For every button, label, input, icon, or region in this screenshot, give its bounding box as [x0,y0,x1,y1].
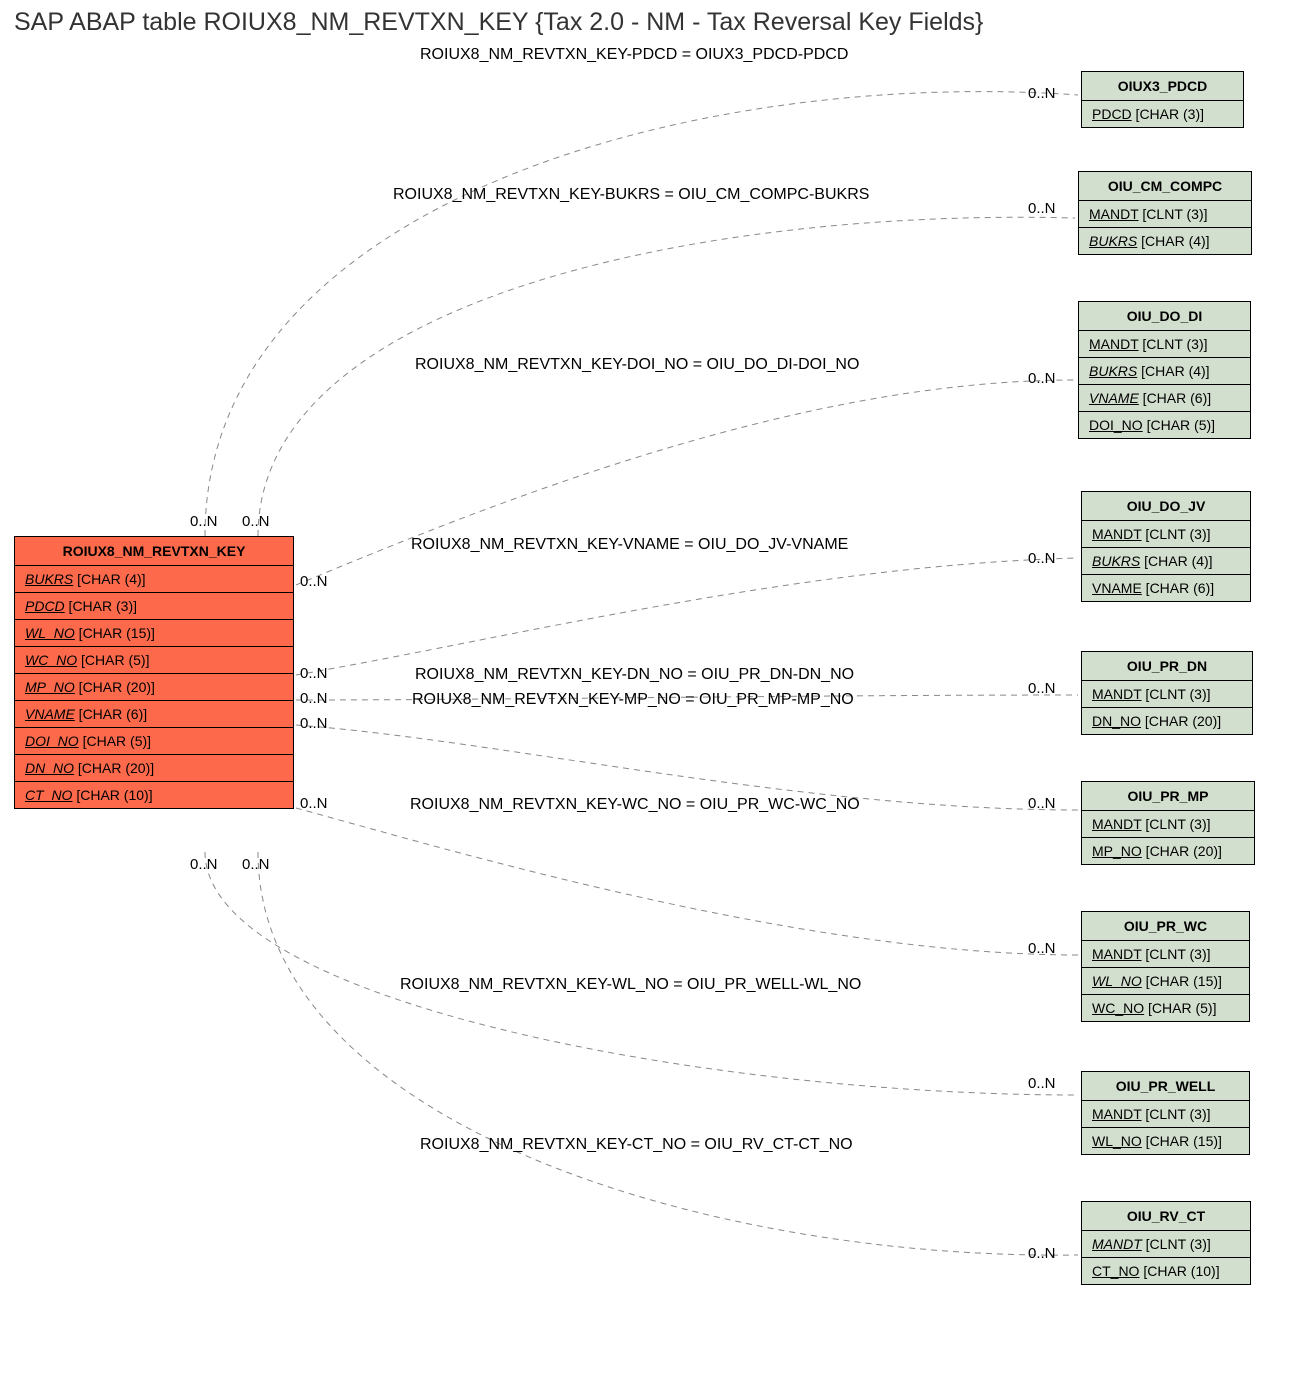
cardinality-label: 0..N [1028,795,1056,812]
entity-field: MANDT [CLNT (3)] [1082,1231,1250,1258]
entity-field: MP_NO [CHAR (20)] [15,674,293,701]
entity-oiux3_pdcd: OIUX3_PDCDPDCD [CHAR (3)] [1081,71,1244,128]
entity-field: VNAME [CHAR (6)] [1079,385,1250,412]
entity-header: OIUX3_PDCD [1082,72,1243,101]
entity-field: BUKRS [CHAR (4)] [15,566,293,593]
entity-oiu_rv_ct: OIU_RV_CTMANDT [CLNT (3)]CT_NO [CHAR (10… [1081,1201,1251,1285]
entity-field: WL_NO [CHAR (15)] [1082,968,1249,995]
cardinality-label: 0..N [300,795,328,812]
entity-field: MANDT [CLNT (3)] [1082,1101,1249,1128]
edge-label: ROIUX8_NM_REVTXN_KEY-MP_NO = OIU_PR_MP-M… [412,691,854,709]
cardinality-label: 0..N [1028,940,1056,957]
entity-field: MANDT [CLNT (3)] [1079,201,1251,228]
edge-label: ROIUX8_NM_REVTXN_KEY-BUKRS = OIU_CM_COMP… [393,186,869,204]
edge-label: ROIUX8_NM_REVTXN_KEY-DOI_NO = OIU_DO_DI-… [415,356,859,374]
cardinality-label: 0..N [1028,200,1056,217]
entity-field: BUKRS [CHAR (4)] [1079,228,1251,254]
entity-field: CT_NO [CHAR (10)] [15,782,293,808]
entity-field: PDCD [CHAR (3)] [1082,101,1243,127]
entity-field: MANDT [CLNT (3)] [1079,331,1250,358]
entity-field: CT_NO [CHAR (10)] [1082,1258,1250,1284]
entity-header: ROIUX8_NM_REVTXN_KEY [15,537,293,566]
edge-label: ROIUX8_NM_REVTXN_KEY-VNAME = OIU_DO_JV-V… [411,536,848,554]
entity-header: OIU_PR_WC [1082,912,1249,941]
entity-field: BUKRS [CHAR (4)] [1082,548,1250,575]
cardinality-label: 0..N [190,513,218,530]
entity-field: DN_NO [CHAR (20)] [1082,708,1252,734]
entity-field: WL_NO [CHAR (15)] [1082,1128,1249,1154]
entity-oiu_do_jv: OIU_DO_JVMANDT [CLNT (3)]BUKRS [CHAR (4)… [1081,491,1251,602]
entity-header: OIU_PR_DN [1082,652,1252,681]
cardinality-label: 0..N [300,573,328,590]
entity-field: MANDT [CLNT (3)] [1082,941,1249,968]
cardinality-label: 0..N [242,856,270,873]
cardinality-label: 0..N [1028,680,1056,697]
entity-oiu_cm_compc: OIU_CM_COMPCMANDT [CLNT (3)]BUKRS [CHAR … [1078,171,1252,255]
edge-label: ROIUX8_NM_REVTXN_KEY-CT_NO = OIU_RV_CT-C… [420,1136,853,1154]
edge-label: ROIUX8_NM_REVTXN_KEY-WC_NO = OIU_PR_WC-W… [410,796,860,814]
entity-field: DOI_NO [CHAR (5)] [1079,412,1250,438]
entity-field: WL_NO [CHAR (15)] [15,620,293,647]
edge-label: ROIUX8_NM_REVTXN_KEY-DN_NO = OIU_PR_DN-D… [415,666,854,684]
entity-field: WC_NO [CHAR (5)] [15,647,293,674]
entity-field: WC_NO [CHAR (5)] [1082,995,1249,1021]
entity-field: VNAME [CHAR (6)] [1082,575,1250,601]
entity-header: OIU_PR_MP [1082,782,1254,811]
entity-header: OIU_DO_DI [1079,302,1250,331]
edge-label: ROIUX8_NM_REVTXN_KEY-PDCD = OIUX3_PDCD-P… [420,46,848,64]
entity-roiux8_nm_revtxn_key: ROIUX8_NM_REVTXN_KEYBUKRS [CHAR (4)]PDCD… [14,536,294,809]
entity-header: OIU_PR_WELL [1082,1072,1249,1101]
entity-oiu_pr_mp: OIU_PR_MPMANDT [CLNT (3)]MP_NO [CHAR (20… [1081,781,1255,865]
entity-field: MANDT [CLNT (3)] [1082,811,1254,838]
entity-oiu_pr_well: OIU_PR_WELLMANDT [CLNT (3)]WL_NO [CHAR (… [1081,1071,1250,1155]
edge-label: ROIUX8_NM_REVTXN_KEY-WL_NO = OIU_PR_WELL… [400,976,861,994]
entity-header: OIU_RV_CT [1082,1202,1250,1231]
cardinality-label: 0..N [1028,85,1056,102]
entity-field: DOI_NO [CHAR (5)] [15,728,293,755]
cardinality-label: 0..N [1028,1075,1056,1092]
entity-field: MANDT [CLNT (3)] [1082,681,1252,708]
cardinality-label: 0..N [242,513,270,530]
entity-field: DN_NO [CHAR (20)] [15,755,293,782]
entity-field: MP_NO [CHAR (20)] [1082,838,1254,864]
cardinality-label: 0..N [1028,550,1056,567]
entity-oiu_do_di: OIU_DO_DIMANDT [CLNT (3)]BUKRS [CHAR (4)… [1078,301,1251,439]
cardinality-label: 0..N [190,856,218,873]
entity-header: OIU_CM_COMPC [1079,172,1251,201]
cardinality-label: 0..N [1028,1245,1056,1262]
page-title: SAP ABAP table ROIUX8_NM_REVTXN_KEY {Tax… [14,8,983,37]
entity-oiu_pr_dn: OIU_PR_DNMANDT [CLNT (3)]DN_NO [CHAR (20… [1081,651,1253,735]
entity-oiu_pr_wc: OIU_PR_WCMANDT [CLNT (3)]WL_NO [CHAR (15… [1081,911,1250,1022]
cardinality-label: 0..N [300,690,328,707]
entity-field: MANDT [CLNT (3)] [1082,521,1250,548]
entity-field: VNAME [CHAR (6)] [15,701,293,728]
entity-field: BUKRS [CHAR (4)] [1079,358,1250,385]
cardinality-label: 0..N [1028,370,1056,387]
entity-header: OIU_DO_JV [1082,492,1250,521]
cardinality-label: 0..N [300,665,328,682]
cardinality-label: 0..N [300,715,328,732]
entity-field: PDCD [CHAR (3)] [15,593,293,620]
